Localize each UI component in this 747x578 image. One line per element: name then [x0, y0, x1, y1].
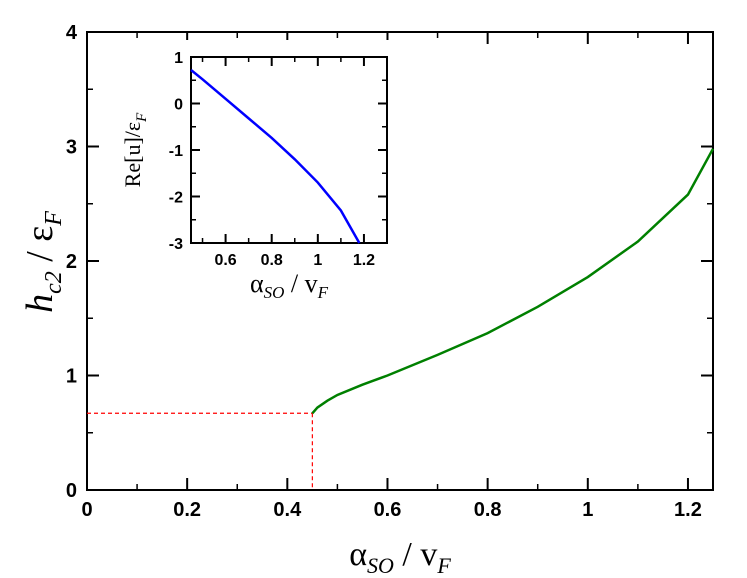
inset-y-axis-label: Re[u]/εF — [120, 112, 150, 187]
main-y-tick-label: 2 — [66, 251, 77, 273]
inset-y-tick-label: -1 — [169, 143, 183, 160]
main-x-tick-label: 0.2 — [173, 499, 201, 521]
main-series-line — [311, 148, 715, 415]
inset-y-ticks: -3 -2 -1 0 1 — [169, 50, 387, 253]
main-x-tick-label: 0 — [81, 499, 92, 521]
inset-y-tick-label: 0 — [174, 97, 183, 114]
inset-x-tick-label: 0.6 — [214, 252, 236, 269]
main-x-axis-label: αSO / vF — [349, 536, 451, 578]
inset-series-line — [190, 69, 361, 244]
inset-y-label-text: Re[u]/ε — [120, 122, 145, 187]
main-x-label-sub: SO — [367, 553, 394, 578]
inset-x-tick-label: 0.8 — [261, 252, 283, 269]
inset-chart: 0.6 0.8 1 1.2 -3-2-101 αSO / vF Re[u]/εF — [120, 40, 416, 302]
main-x-tick-label: 0.4 — [273, 499, 302, 521]
main-y-tick-label: 3 — [66, 137, 77, 159]
inset-y-label-sub: F — [134, 112, 150, 123]
main-y-axis-label: hc2 / εF — [19, 211, 67, 313]
main-x-tick-label: 1.2 — [674, 499, 702, 521]
main-x-tick-label: 1 — [582, 499, 593, 521]
main-x-tick-label: 0.8 — [474, 499, 502, 521]
inset-x-tick-label: 1.2 — [353, 252, 375, 269]
main-x-label-main: α — [349, 536, 367, 573]
inset-x-label-main: α — [250, 269, 264, 298]
main-x-tick-label: 0.6 — [374, 499, 402, 521]
main-y-label-sub2: F — [41, 211, 67, 227]
inset-y-tick-label: 1 — [174, 50, 183, 67]
main-x-label-sub2: F — [436, 553, 451, 578]
inset-x-label-slash: / — [284, 269, 304, 298]
inset-x-ticks: 0.6 0.8 1 1.2 — [201, 57, 388, 269]
main-y-label-main: h — [19, 294, 61, 313]
inset-x-tick-label: 1 — [313, 252, 322, 269]
main-x-ticks: 0 0.2 0.4 0.6 0.8 1 1.2 — [81, 32, 702, 521]
main-y-tick-label: 4 — [66, 22, 78, 44]
main-x-label-main2: v — [420, 536, 437, 573]
inset-x-label-main2: v — [305, 269, 318, 298]
inset-y-tick-label: -2 — [169, 190, 183, 207]
main-y-label-sub: c2 — [41, 271, 67, 294]
inset-y-tick-label: -3 — [169, 236, 183, 253]
main-y-label-slash: / — [19, 242, 61, 272]
main-y-tick-label: 0 — [66, 480, 77, 502]
inset-background — [178, 40, 416, 245]
main-y-label-main2: ε — [19, 226, 61, 242]
inset-x-label-sub2: F — [317, 283, 329, 302]
main-y-tick-label: 1 — [66, 366, 77, 388]
inset-x-axis-label: αSO / vF — [250, 269, 329, 302]
main-y-ticks: 0 1 2 3 4 — [66, 22, 713, 502]
main-x-label-slash: / — [394, 536, 420, 573]
inset-x-label-sub: SO — [264, 283, 285, 302]
